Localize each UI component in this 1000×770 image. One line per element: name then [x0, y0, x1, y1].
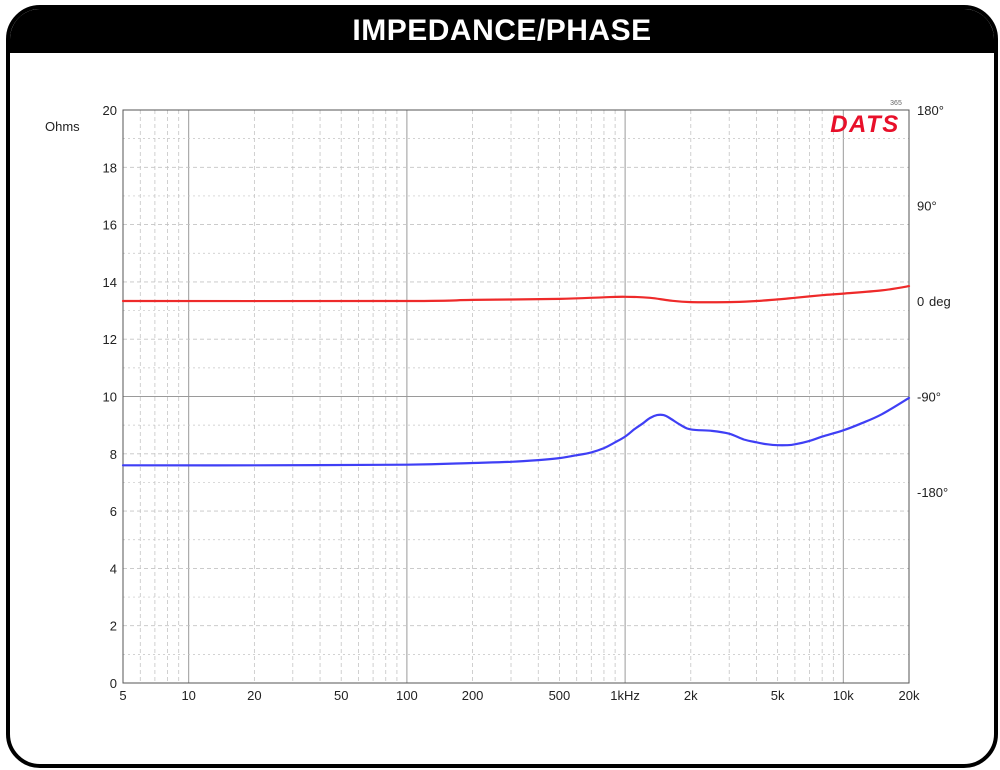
- y-right-tick-label: 0: [917, 294, 924, 309]
- phase-line: [121, 285, 911, 304]
- y-right-tick-label: -180°: [917, 485, 948, 500]
- x-tick-label: 5: [119, 688, 126, 703]
- y-left-tick-label: 0: [110, 676, 117, 691]
- chart-frame: IMPEDANCE/PHASE: [6, 5, 998, 768]
- x-tick-label: 10k: [833, 688, 854, 703]
- chart-title: IMPEDANCE/PHASE: [10, 9, 994, 53]
- x-tick-label: 1kHz: [610, 688, 640, 703]
- x-tick-label: 100: [396, 688, 418, 703]
- logo-mark: 365: [890, 100, 902, 107]
- y-left-axis-label: Ohms: [45, 119, 80, 134]
- y-right-tick-label: 90°: [917, 199, 937, 214]
- logo-text: DATS: [830, 111, 900, 138]
- x-tick-label: 20: [247, 688, 261, 703]
- x-tick-label: 200: [462, 688, 484, 703]
- grid: [122, 109, 910, 684]
- y-left-tick-label: 14: [103, 275, 117, 290]
- y-left-tick-label: 10: [103, 390, 117, 405]
- axis-labels: 5 10 20 50 100 200 500 1kHz 2k 5k 10k 20k0246810121…: [45, 103, 951, 703]
- y-left-tick-label: 8: [110, 447, 117, 462]
- impedance-line: [121, 396, 911, 467]
- series: [121, 285, 911, 467]
- y-left-tick-label: 16: [103, 218, 117, 233]
- y-left-tick-label: 6: [110, 504, 117, 519]
- y-left-tick-label: 4: [110, 561, 117, 576]
- y-right-tick-label: 180°: [917, 103, 944, 118]
- dats-logo: DATS 365: [830, 100, 902, 138]
- plot-area: [122, 109, 910, 684]
- y-left-tick-label: 12: [103, 332, 117, 347]
- plot-border: [122, 109, 910, 684]
- x-tick-label: 2k: [684, 688, 698, 703]
- y-right-unit-label: deg: [929, 294, 951, 309]
- x-tick-label: 20k: [899, 688, 920, 703]
- x-tick-label: 500: [549, 688, 571, 703]
- y-left-tick-label: 18: [103, 160, 117, 175]
- x-tick-label: 10: [181, 688, 195, 703]
- y-right-tick-label: -90°: [917, 390, 941, 405]
- y-left-tick-label: 20: [103, 103, 117, 118]
- x-tick-label: 5k: [771, 688, 785, 703]
- y-left-tick-label: 2: [110, 619, 117, 634]
- x-tick-label: 50: [334, 688, 348, 703]
